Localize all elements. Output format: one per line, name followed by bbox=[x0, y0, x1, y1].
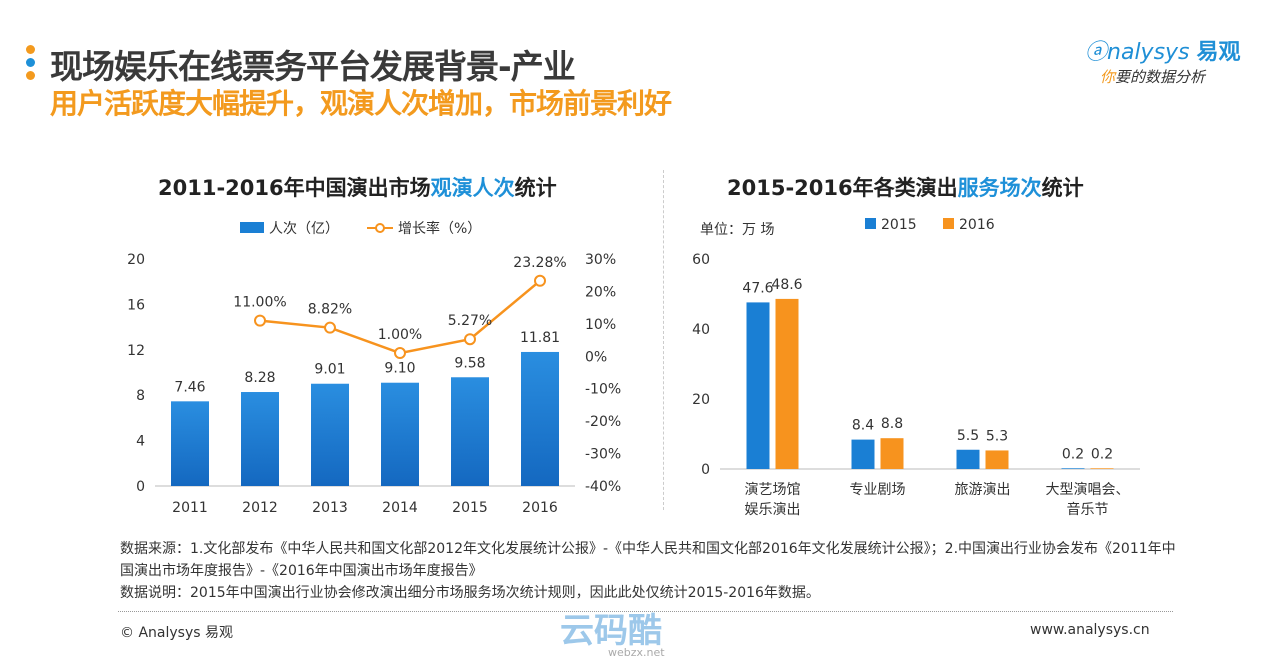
y-tick-label: 40 bbox=[692, 322, 710, 338]
source-note: 数据来源：1.文化部发布《中华人民共和国文化部2012年文化发展统计公报》-《中… bbox=[120, 541, 1176, 579]
y-tick-label: 20 bbox=[692, 392, 710, 408]
bar bbox=[451, 377, 489, 486]
x-tick-label: 专业剧场 bbox=[850, 482, 906, 498]
bar-2015 bbox=[956, 449, 980, 469]
bullet-dot bbox=[26, 45, 35, 54]
bar-data-label: 9.10 bbox=[384, 361, 415, 377]
x-tick-label: 大型演唱会、 bbox=[1046, 482, 1130, 498]
bar bbox=[381, 382, 419, 486]
y2-tick-label: 20% bbox=[585, 284, 616, 300]
bar-data-label: 48.6 bbox=[771, 277, 802, 293]
y2-tick-label: -20% bbox=[585, 414, 621, 430]
growth-point bbox=[254, 314, 266, 327]
charts-canvas: 0 4 8 12 16 20 -40% -30% -20% -10% 0% 10% 20% 30% 7.46… bbox=[127, 217, 1140, 518]
unit-label: 单位：万 场 bbox=[700, 222, 774, 238]
bullet-dot bbox=[26, 71, 35, 80]
x-tick-label: 2013 bbox=[312, 500, 348, 516]
y-tick-label: 60 bbox=[692, 252, 710, 268]
legend-swatch bbox=[943, 218, 954, 229]
bar-2016 bbox=[775, 298, 799, 469]
bar-data-label: 0.2 bbox=[1091, 446, 1113, 462]
bar-data-label: 8.28 bbox=[244, 370, 275, 386]
growth-data-label: 23.28% bbox=[513, 255, 566, 271]
growth-point bbox=[534, 274, 546, 287]
y-tick-label: 16 bbox=[127, 297, 145, 313]
page-title: 现场娱乐在线票务平台发展背景-产业 bbox=[50, 47, 576, 86]
y-tick-label: 0 bbox=[701, 462, 710, 478]
growth-data-label: 1.00% bbox=[378, 327, 422, 343]
bar-2015 bbox=[1061, 468, 1085, 469]
growth-data-label: 11.00% bbox=[233, 295, 286, 311]
x-tick-label: 2016 bbox=[522, 500, 558, 516]
legend-line-marker bbox=[375, 223, 385, 233]
chart-divider bbox=[663, 170, 664, 510]
bar bbox=[241, 392, 279, 486]
logo: ⓐnalysys 易观 bbox=[1085, 40, 1241, 65]
bar bbox=[311, 383, 349, 486]
y-tick-label: 20 bbox=[127, 252, 145, 268]
x-tick-label: 音乐节 bbox=[1067, 501, 1109, 518]
legend-bar-swatch bbox=[240, 222, 264, 233]
bar-data-label: 5.3 bbox=[986, 428, 1008, 444]
growth-point bbox=[394, 347, 406, 360]
bar-data-label: 9.58 bbox=[454, 355, 485, 371]
x-tick-label: 2014 bbox=[382, 500, 418, 516]
legend-label: 增长率（%） bbox=[398, 220, 481, 237]
growth-point bbox=[464, 333, 476, 346]
growth-data-label: 8.82% bbox=[308, 302, 352, 318]
bar-data-label: 11.81 bbox=[520, 330, 560, 346]
bar-data-label: 47.6 bbox=[742, 280, 773, 296]
explain-note: 数据说明：2015年中国演出行业协会修改演出细分市场服务场次统计规则，因此此处仅… bbox=[120, 585, 820, 601]
chart1-title: 2011-2016年中国演出市场观演人次统计 bbox=[158, 176, 557, 200]
bar-2016 bbox=[1090, 468, 1114, 469]
page-subtitle: 用户活跃度大幅提升，观演人次增加，市场前景利好 bbox=[50, 87, 672, 120]
bar-data-label: 8.4 bbox=[852, 418, 874, 434]
bar-data-label: 0.2 bbox=[1062, 446, 1084, 462]
bar-data-label: 8.8 bbox=[881, 416, 903, 432]
y2-tick-label: -10% bbox=[585, 382, 621, 398]
x-tick-label: 2012 bbox=[242, 500, 278, 516]
slogan: 你要的数据分析 bbox=[1100, 68, 1206, 86]
bar bbox=[171, 401, 209, 486]
bullet-dot bbox=[26, 58, 35, 67]
bar-data-label: 5.5 bbox=[957, 428, 979, 444]
y2-tick-label: 0% bbox=[585, 349, 607, 365]
bar bbox=[521, 351, 559, 486]
y2-tick-label: 30% bbox=[585, 252, 616, 268]
bar-data-label: 9.01 bbox=[314, 362, 345, 378]
x-tick-label: 演艺场馆 bbox=[745, 482, 801, 498]
bar-2016 bbox=[880, 438, 904, 469]
y-tick-label: 12 bbox=[127, 343, 145, 359]
growth-data-label: 5.27% bbox=[448, 313, 492, 329]
y2-tick-label: 10% bbox=[585, 317, 616, 333]
x-tick-label: 旅游演出 bbox=[955, 482, 1011, 498]
x-tick-label: 娱乐演出 bbox=[745, 502, 801, 518]
legend-label: 人次（亿） bbox=[269, 221, 339, 237]
bar-2015 bbox=[851, 439, 875, 469]
bar-2015 bbox=[746, 302, 770, 469]
y-tick-label: 0 bbox=[136, 479, 145, 495]
x-tick-label: 2015 bbox=[452, 500, 488, 516]
x-tick-label: 2011 bbox=[172, 500, 208, 516]
chart2-title: 2015-2016年各类演出服务场次统计 bbox=[727, 176, 1084, 200]
legend-label: 2015 bbox=[881, 217, 917, 233]
y2-tick-label: -40% bbox=[585, 479, 621, 495]
bar-2016 bbox=[985, 450, 1009, 469]
y-tick-label: 4 bbox=[136, 434, 145, 450]
footer-divider bbox=[118, 611, 1173, 612]
bar-data-label: 7.46 bbox=[174, 379, 205, 395]
copyright: © Analysys 易观 bbox=[120, 625, 233, 641]
y-tick-label: 8 bbox=[136, 388, 145, 404]
site-url[interactable]: www.analysys.cn bbox=[1030, 622, 1150, 638]
growth-point bbox=[324, 321, 336, 334]
watermark: 云码酷 webzx.net bbox=[560, 611, 665, 659]
y2-tick-label: -30% bbox=[585, 447, 621, 463]
legend-label: 2016 bbox=[959, 217, 995, 233]
legend-swatch bbox=[865, 218, 876, 229]
